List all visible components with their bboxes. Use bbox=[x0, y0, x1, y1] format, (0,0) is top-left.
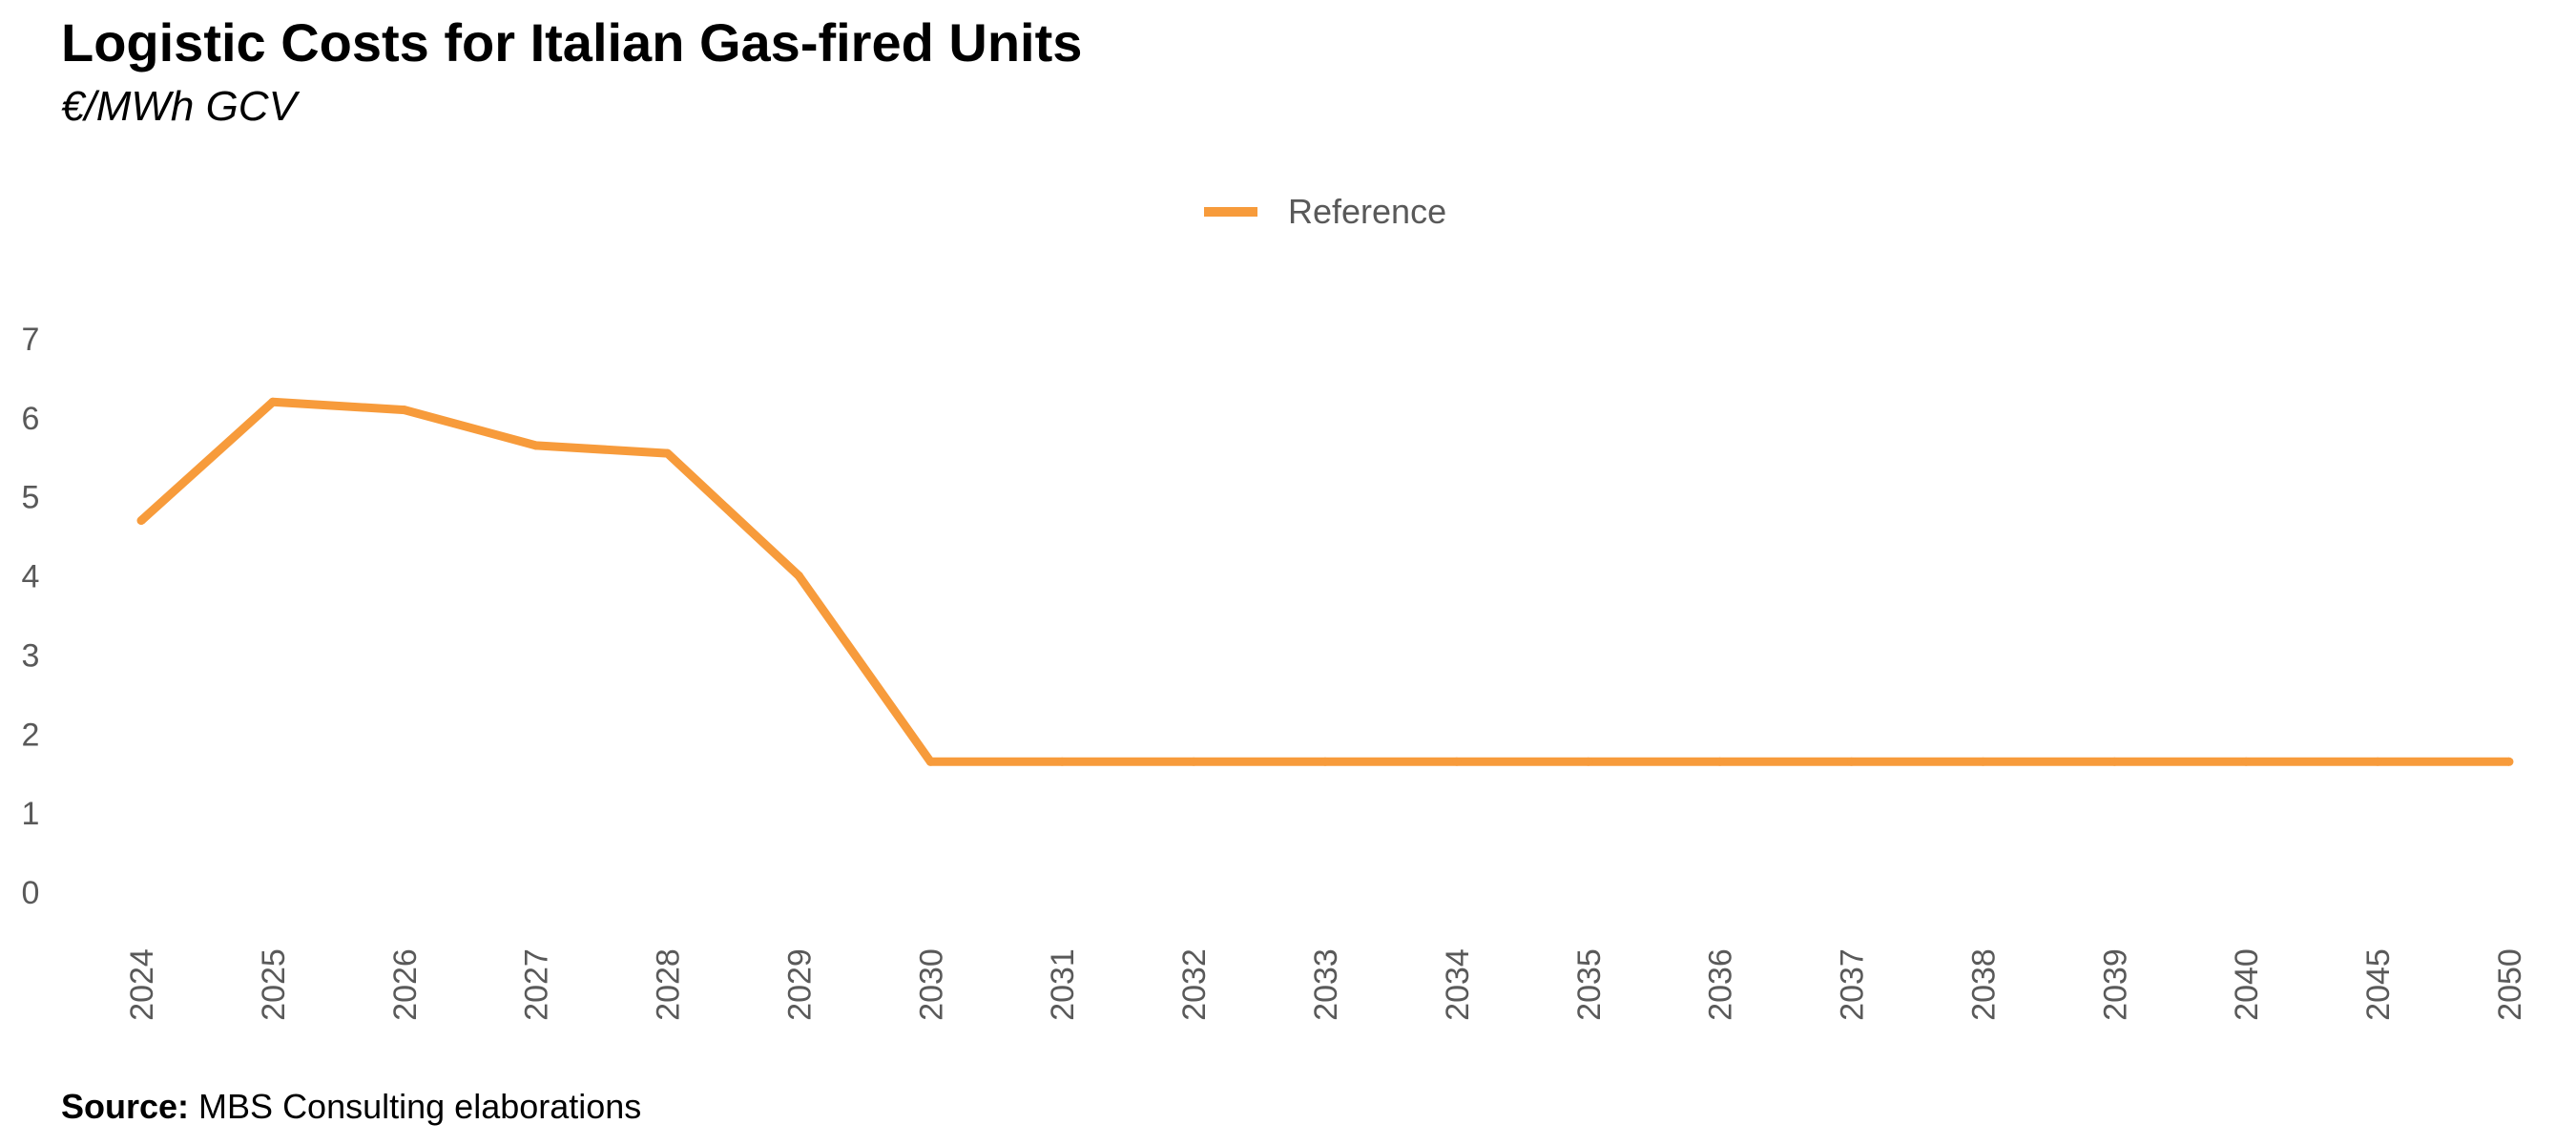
y-axis: 0 1 2 3 4 5 6 7 bbox=[22, 322, 40, 911]
data-point bbox=[1978, 757, 1987, 766]
data-point bbox=[1452, 757, 1462, 766]
x-tick-label: 2025 bbox=[256, 948, 292, 1021]
x-tick-label: 2027 bbox=[519, 948, 555, 1021]
data-point bbox=[1320, 757, 1330, 766]
legend-label: Reference bbox=[1288, 192, 1446, 231]
series-layer bbox=[136, 397, 2514, 766]
chart-title: Logistic Costs for Italian Gas-fired Uni… bbox=[61, 12, 1083, 73]
x-tick-label: 2034 bbox=[1440, 948, 1476, 1021]
data-point bbox=[1057, 757, 1067, 766]
y-tick-label: 3 bbox=[22, 637, 40, 674]
data-point bbox=[136, 516, 146, 526]
data-point bbox=[2504, 757, 2514, 766]
data-point bbox=[1189, 757, 1198, 766]
data-point bbox=[2241, 757, 2251, 766]
data-point bbox=[925, 757, 935, 766]
x-tick-label: 2032 bbox=[1176, 948, 1213, 1021]
x-tick-label: 2035 bbox=[1571, 948, 1608, 1021]
x-tick-label: 2024 bbox=[124, 948, 160, 1021]
y-tick-label: 2 bbox=[22, 717, 40, 753]
x-tick-label: 2037 bbox=[1835, 948, 1871, 1021]
data-point bbox=[2373, 757, 2382, 766]
data-point bbox=[1584, 757, 1593, 766]
data-point bbox=[794, 572, 803, 581]
x-tick-label: 2050 bbox=[2492, 948, 2528, 1021]
legend: Reference bbox=[1204, 192, 1446, 231]
source-label: Source: bbox=[61, 1087, 190, 1126]
x-axis: 2024 2025 2026 2027 2028 2029 2030 2031 2032 2033… bbox=[124, 948, 2528, 1021]
x-tick-label: 2033 bbox=[1308, 948, 1344, 1021]
y-tick-label: 5 bbox=[22, 480, 40, 516]
x-tick-label: 2045 bbox=[2360, 948, 2397, 1021]
source-text: MBS Consulting elaborations bbox=[189, 1087, 642, 1126]
x-tick-label: 2028 bbox=[651, 948, 687, 1021]
x-tick-label: 2040 bbox=[2229, 948, 2265, 1021]
source-note: Source: MBS Consulting elaborations bbox=[61, 1086, 641, 1128]
data-point bbox=[1715, 757, 1725, 766]
data-point bbox=[531, 441, 541, 450]
x-tick-label: 2026 bbox=[387, 948, 424, 1021]
data-point bbox=[1847, 757, 1857, 766]
y-tick-label: 0 bbox=[22, 875, 40, 911]
x-tick-label: 2038 bbox=[1965, 948, 2002, 1021]
x-tick-label: 2030 bbox=[913, 948, 949, 1021]
y-tick-label: 1 bbox=[22, 796, 40, 832]
y-tick-label: 4 bbox=[22, 559, 40, 595]
data-point bbox=[400, 406, 409, 415]
data-point bbox=[2109, 757, 2119, 766]
x-tick-label: 2031 bbox=[1045, 948, 1081, 1021]
x-tick-label: 2039 bbox=[2097, 948, 2133, 1021]
series-line-reference bbox=[137, 397, 2509, 766]
data-point bbox=[268, 397, 278, 406]
chart-subtitle: €/MWh GCV bbox=[61, 83, 297, 130]
x-tick-label: 2029 bbox=[781, 948, 818, 1021]
y-tick-label: 7 bbox=[22, 322, 40, 358]
y-tick-label: 6 bbox=[22, 401, 40, 437]
x-tick-label: 2036 bbox=[1703, 948, 1739, 1021]
data-point bbox=[663, 448, 673, 458]
